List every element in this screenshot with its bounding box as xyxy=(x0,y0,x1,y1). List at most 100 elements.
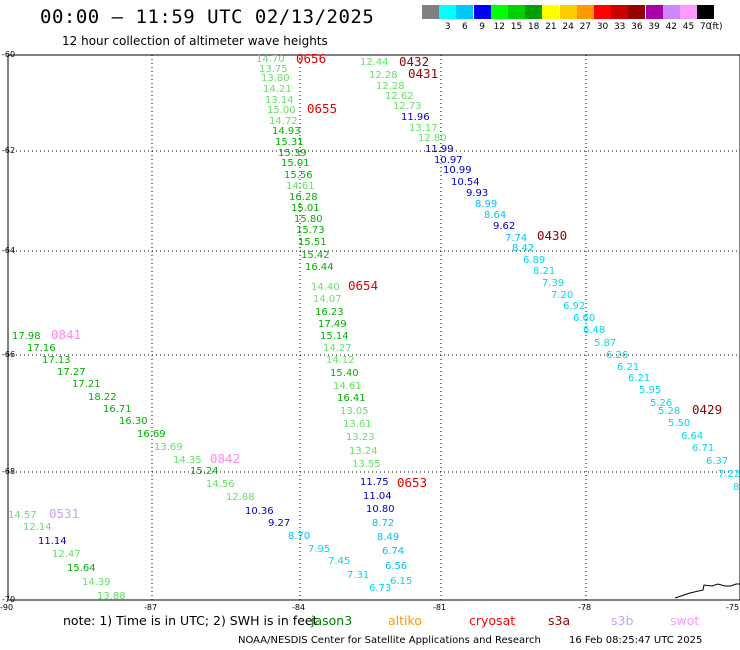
wave-height-label: 8.99 xyxy=(475,199,498,210)
latitude-tick-label: -70 xyxy=(2,595,16,604)
legend-swatch xyxy=(645,5,663,19)
legend-swatch xyxy=(628,5,646,19)
longitude-tick-label: -81 xyxy=(433,603,447,612)
wave-height-label: 13.05 xyxy=(340,406,369,417)
wave-height-label: 7.31 xyxy=(347,570,370,581)
wave-height-label: 11.75 xyxy=(360,477,389,488)
satellite-label: s3b xyxy=(611,613,634,628)
wave-height-label: 6.26 xyxy=(606,350,629,361)
gridlines xyxy=(8,55,740,600)
wave-height-label: 8.42 xyxy=(512,243,535,254)
legend-swatch xyxy=(697,5,715,19)
wave-height-label: 10.80 xyxy=(366,504,395,515)
wave-height-label: 7.74 xyxy=(505,233,528,244)
wave-height-label: 7.39 xyxy=(542,278,565,289)
wave-height-label: 17.13 xyxy=(42,355,71,366)
wave-height-label: 5.28 xyxy=(658,406,681,417)
wave-height-label: 10.54 xyxy=(451,177,480,188)
wave-height-label: 12.14 xyxy=(23,522,52,533)
legend-swatch xyxy=(473,5,491,19)
legend-label: 33 xyxy=(613,22,626,32)
footer-credit: NOAA/NESDIS Center for Satellite Applica… xyxy=(238,635,541,646)
wave-height-label: 14.39 xyxy=(82,577,111,588)
wave-height-label: 5.87 xyxy=(594,338,617,349)
wave-height-label: 6.21 xyxy=(617,362,640,373)
longitude-tick-label: -84 xyxy=(292,603,306,612)
latitude-tick-label: -60 xyxy=(2,50,16,59)
pass-id-label: 0531 xyxy=(49,506,80,521)
wave-height-label: 10.97 xyxy=(434,155,463,166)
wave-height-label: 6.21 xyxy=(628,373,651,384)
wave-height-label: 8.21 xyxy=(533,266,556,277)
wave-height-label: 15.51 xyxy=(298,237,327,248)
wave-height-label: 14.40 xyxy=(311,282,340,293)
wave-height-label: 6.71 xyxy=(692,443,715,454)
legend-swatch xyxy=(594,5,611,19)
wave-height-label: 14.35 xyxy=(173,455,202,466)
legend-label: 6 xyxy=(462,22,468,32)
wave-height-label: 12.28 xyxy=(369,70,398,81)
wave-height-label: 15.40 xyxy=(330,368,359,379)
page-subtitle: 12 hour collection of altimeter wave hei… xyxy=(62,34,328,48)
wave-height-label: 14.27 xyxy=(323,343,352,354)
wave-height-label: 16.69 xyxy=(137,429,166,440)
wave-height-label: 6.56 xyxy=(385,561,408,572)
wave-height-label: 12.88 xyxy=(226,492,255,503)
wave-height-label: 7.45 xyxy=(328,556,351,567)
pass-id-label: 0841 xyxy=(51,327,82,342)
wave-height-label: 7.95 xyxy=(308,544,331,555)
wave-height-label: 14.70 xyxy=(256,54,285,65)
wave-height-label: 16.44 xyxy=(305,262,334,273)
wave-height-label: 17.27 xyxy=(57,367,86,378)
wave-height-label: 13.23 xyxy=(346,432,375,443)
wave-height-label: 13.75 xyxy=(259,64,288,75)
wave-height-label: 13.88 xyxy=(97,591,126,602)
legend-label: 9 xyxy=(479,22,485,32)
wave-height-label: 16.30 xyxy=(119,416,148,427)
pass-id-label: 0656 xyxy=(296,51,327,66)
latitude-tick-label: -66 xyxy=(2,350,16,359)
legend-swatch xyxy=(422,5,439,19)
wave-height-label: 17.98 xyxy=(12,331,41,342)
wave-height-label: 12.73 xyxy=(393,101,422,112)
legend-swatch xyxy=(508,5,525,19)
wave-height-label: 6.60 xyxy=(573,313,596,324)
satellite-label: s3a xyxy=(548,613,571,628)
pass-id-label: 0432 xyxy=(399,54,430,69)
latitude-tick-label: -62 xyxy=(2,146,16,155)
coastline xyxy=(674,583,740,599)
wave-height-label: 17.49 xyxy=(318,319,347,330)
legend-swatch xyxy=(456,5,474,19)
longitude-tick-label: -90 xyxy=(0,603,14,612)
wave-height-label: 13.24 xyxy=(349,446,378,457)
wave-height-label: 8.64 xyxy=(484,210,507,221)
legend-swatch xyxy=(680,5,697,19)
wave-height-label: 14.12 xyxy=(326,355,355,366)
pass-id-label: 0842 xyxy=(210,451,241,466)
wave-height-label: 14.72 xyxy=(269,116,298,127)
wave-height-label: 15.73 xyxy=(296,225,325,236)
legend-swatch xyxy=(490,5,508,19)
wave-height-label: 7.22 xyxy=(718,469,740,480)
wave-height-label: 14.61 xyxy=(286,181,315,192)
wave-height-label: 15.56 xyxy=(284,170,313,181)
legend-label: 18 xyxy=(527,22,540,32)
wave-height-label: 14.61 xyxy=(333,381,362,392)
wave-height-label: 13.80 xyxy=(261,73,290,84)
pass-id-label: 0655 xyxy=(307,101,338,116)
wave-height-label: 15.14 xyxy=(320,331,349,342)
wave-height-label: 13.55 xyxy=(352,459,381,470)
wave-height-label: 15.01 xyxy=(281,158,310,169)
wave-height-label: 12.47 xyxy=(52,549,81,560)
wave-height-label: 18.22 xyxy=(88,392,117,403)
legend-label: 27 xyxy=(579,22,592,32)
pass-id-label: 0653 xyxy=(397,475,428,490)
wave-height-label: 15.01 xyxy=(291,203,320,214)
satellite-label: jason3 xyxy=(311,613,353,628)
wave-height-label: 12.44 xyxy=(360,57,389,68)
pass-id-label: 0431 xyxy=(408,66,439,81)
wave-height-label: 11.14 xyxy=(38,536,67,547)
wave-height-label: 16.28 xyxy=(289,192,318,203)
legend-label: 42 xyxy=(665,22,678,32)
footer-note: note: 1) Time is in UTC; 2) SWH is in fe… xyxy=(63,613,318,628)
